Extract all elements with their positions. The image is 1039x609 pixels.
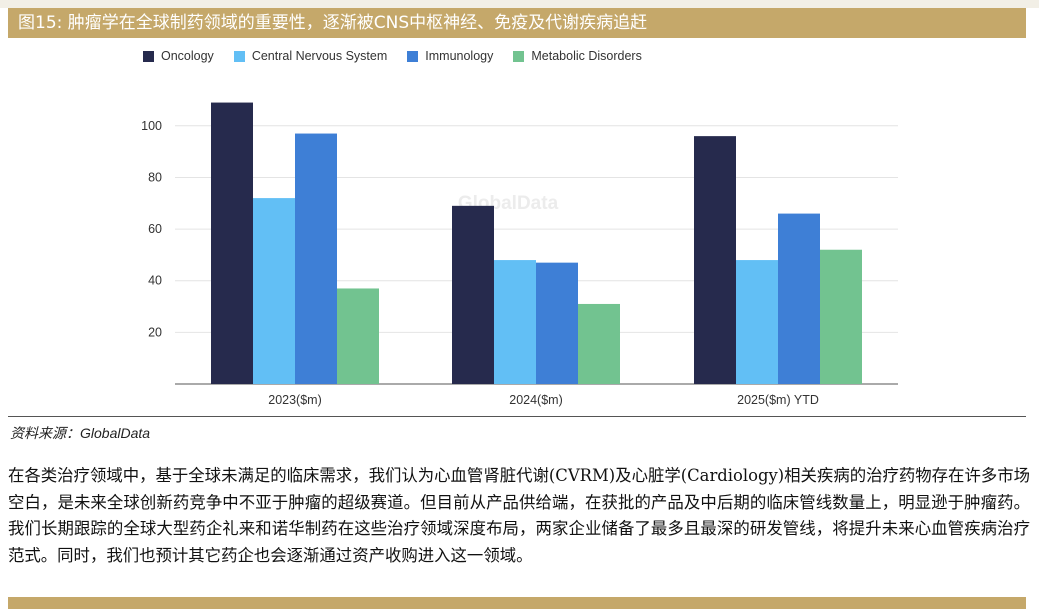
bar-metabolic xyxy=(337,288,379,384)
bar-oncology xyxy=(452,205,494,384)
bar-cns xyxy=(494,260,536,384)
bar-cns xyxy=(253,198,295,384)
legend-swatch-metabolic xyxy=(513,50,525,62)
bar-metabolic xyxy=(820,249,862,384)
source-name: GlobalData xyxy=(80,425,151,441)
x-tick-label: 2025($m) YTD xyxy=(737,393,819,407)
next-figure-title-strip xyxy=(8,597,1026,609)
bar-immunology xyxy=(778,213,820,384)
legend-swatch-cns xyxy=(233,50,245,62)
bar-oncology xyxy=(694,136,736,384)
legend-item-metabolic: Metabolic Disorders xyxy=(513,49,642,63)
y-tick-label: 100 xyxy=(141,119,162,133)
legend-swatch-immunology xyxy=(407,50,419,62)
section-divider xyxy=(8,416,1026,417)
bar-cns xyxy=(736,260,778,384)
y-tick-label: 60 xyxy=(148,222,162,236)
y-tick-label: 40 xyxy=(148,274,162,288)
top-strip xyxy=(0,0,1039,8)
legend-swatch-oncology xyxy=(143,50,154,62)
legend-item-cns: Central Nervous System xyxy=(233,49,388,63)
axis-labels: 20 40 60 80 100 2023($m) 2024($m) 2025($m) YTD xyxy=(141,119,819,407)
chart-legend: Oncology Central Nervous System Immunolo… xyxy=(143,47,662,65)
y-tick-label: 20 xyxy=(148,325,162,339)
bar-oncology xyxy=(211,102,253,384)
y-tick-label: 80 xyxy=(148,170,162,184)
x-tick-label: 2023($m) xyxy=(268,393,322,407)
legend-label-immunology: Immunology xyxy=(425,49,494,63)
bar-metabolic xyxy=(578,303,620,384)
bar-immunology xyxy=(295,133,337,384)
bars xyxy=(211,102,862,384)
x-tick-label: 2024($m) xyxy=(509,393,563,407)
body-paragraph: 在各类治疗领域中，基于全球未满足的临床需求，我们认为心血管肾脏代谢(CVRM)及… xyxy=(8,466,1031,565)
bar-immunology xyxy=(536,262,578,384)
legend-item-oncology: Oncology xyxy=(143,49,214,63)
legend-label-metabolic: Metabolic Disorders xyxy=(531,49,642,63)
legend-item-immunology: Immunology xyxy=(407,49,493,63)
source-label: 资料来源： xyxy=(10,426,80,442)
figure-title: 图15: 肿瘤学在全球制药领域的重要性，逐渐被CNS中枢神经、免疫及代谢疾病追赶 xyxy=(8,8,1026,38)
source-note: 资料来源：GlobalData xyxy=(10,423,150,443)
legend-label-oncology: Oncology xyxy=(161,49,214,63)
legend-label-cns: Central Nervous System xyxy=(251,49,388,63)
